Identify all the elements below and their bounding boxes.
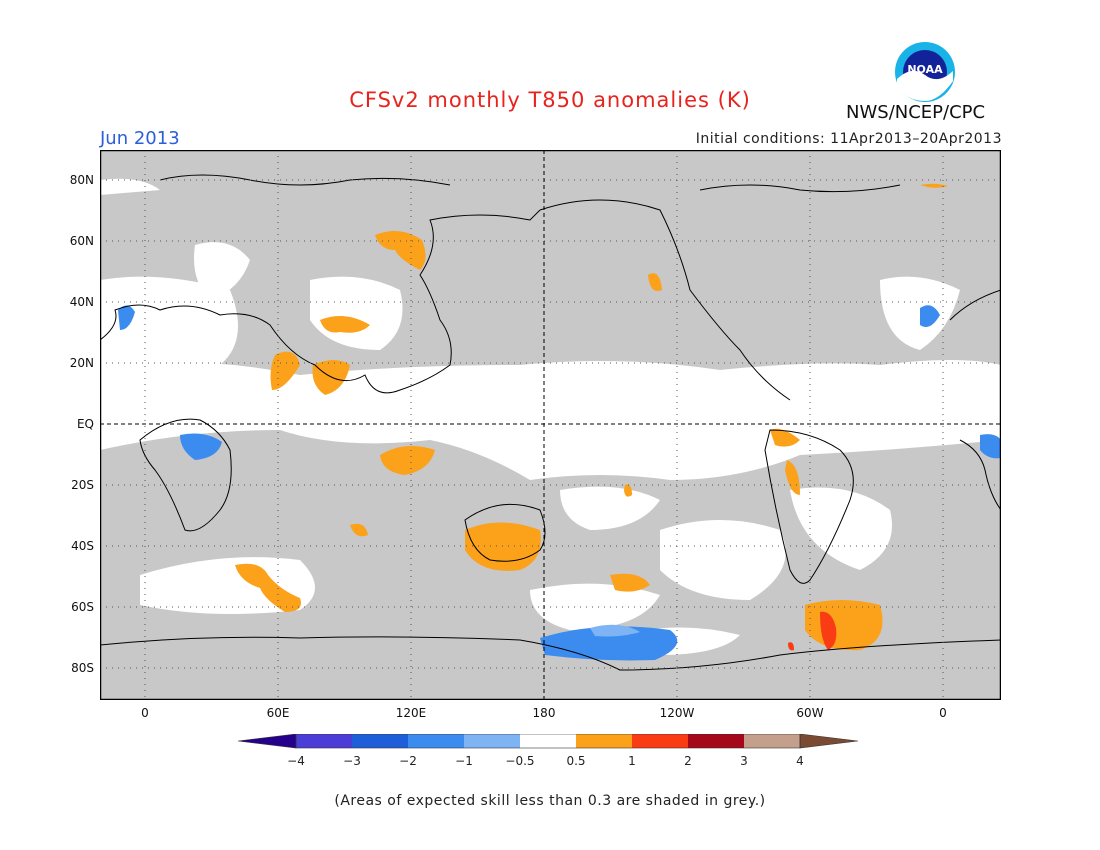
weak-cool-areas xyxy=(590,624,640,637)
strong-warm-areas xyxy=(788,611,837,651)
lon-label: 180 xyxy=(532,706,556,720)
footnote: (Areas of expected skill less than 0.3 a… xyxy=(334,793,766,809)
colorbar-box xyxy=(408,734,464,748)
logo-text: NOAA xyxy=(907,63,943,76)
lon-label: 60W xyxy=(796,706,824,720)
lon-label: 120E xyxy=(395,706,427,720)
forecast-month: Jun 2013 xyxy=(100,128,180,149)
colorbar-tick: −2 xyxy=(399,754,417,768)
lat-label: EQ xyxy=(76,417,94,431)
colorbar-tick: 3 xyxy=(740,754,748,768)
lon-label: 0 xyxy=(939,706,947,720)
colorbar-tick: −4 xyxy=(287,754,305,768)
lat-label: 60N xyxy=(69,234,94,248)
lon-label: 0 xyxy=(141,706,149,720)
colorbar-tick: 1 xyxy=(628,754,636,768)
noaa-logo: NOAA xyxy=(894,41,956,103)
colorbar-box xyxy=(744,734,800,748)
colorbar: −4 −3 −2 −1 −0.5 0.5 1 2 3 4 xyxy=(238,734,859,768)
anomaly-map xyxy=(100,150,1001,700)
lat-label: 80S xyxy=(71,661,94,675)
lon-label: 60E xyxy=(266,706,290,720)
colorbar-box xyxy=(352,734,408,748)
lat-label: 40N xyxy=(69,295,94,309)
colorbar-box xyxy=(632,734,688,748)
warm-anomaly-areas xyxy=(235,183,948,651)
colorbar-box xyxy=(520,734,576,748)
colorbar-tick: −1 xyxy=(455,754,473,768)
colorbar-tick: −3 xyxy=(343,754,361,768)
colorbar-tick: 0.5 xyxy=(566,754,585,768)
agency-label: NWS/NCEP/CPC xyxy=(846,102,986,123)
colorbar-arrow-low xyxy=(238,734,296,748)
colorbar-box xyxy=(576,734,632,748)
lat-label: 20N xyxy=(69,356,94,370)
lat-label: 40S xyxy=(71,539,94,553)
colorbar-tick: −0.5 xyxy=(505,754,534,768)
colorbar-box xyxy=(464,734,520,748)
lon-label: 120W xyxy=(659,706,695,720)
lat-label: 20S xyxy=(71,478,94,492)
colorbar-tick: 2 xyxy=(684,754,692,768)
lat-label: 60S xyxy=(71,600,94,614)
colorbar-arrow-high xyxy=(800,734,858,748)
colorbar-box xyxy=(688,734,744,748)
initial-conditions: Initial conditions: 11Apr2013–20Apr2013 xyxy=(695,131,1002,147)
lat-label: 80N xyxy=(69,173,94,187)
colorbar-tick: 4 xyxy=(796,754,804,768)
grid-lines xyxy=(100,150,1001,700)
coastlines xyxy=(100,174,1001,671)
chart-title: CFSv2 monthly T850 anomalies (K) xyxy=(349,88,751,112)
colorbar-box xyxy=(296,734,352,748)
